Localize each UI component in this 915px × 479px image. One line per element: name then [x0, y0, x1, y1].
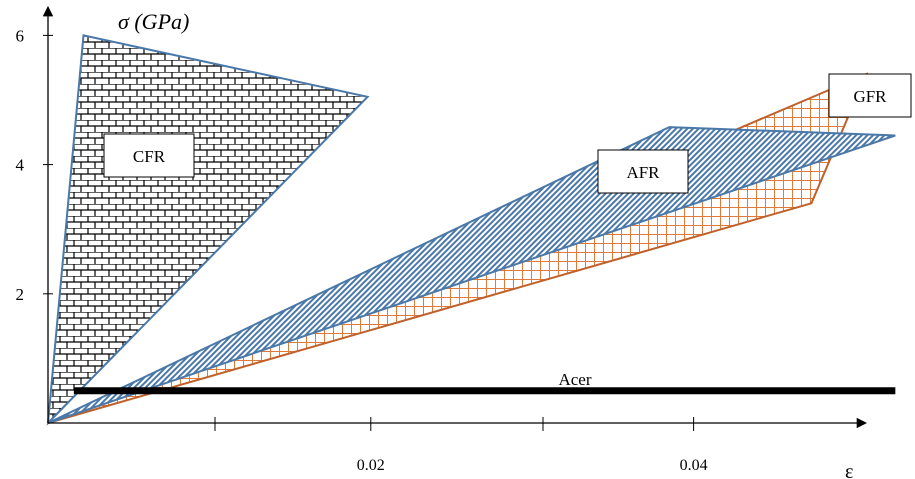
- x-axis-label: ε: [845, 461, 853, 479]
- y-tick-label: 2: [16, 285, 25, 304]
- series-label-afr-text: AFR: [626, 163, 660, 182]
- series-area-afr: [47, 126, 896, 424]
- series-area-cfr: [46, 34, 370, 426]
- series-label-gfr: GFR: [828, 73, 912, 118]
- series-label-cfr-text: CFR: [133, 147, 166, 166]
- ticks-layer: 0.02 0.04 2 4 6: [16, 26, 708, 474]
- series-label-gfr-text: GFR: [853, 87, 887, 106]
- x-tick-label: 0.02: [357, 457, 385, 474]
- y-tick-label: 4: [16, 156, 25, 175]
- x-tick-label: 0.04: [680, 457, 708, 474]
- series-label-cfr: CFR: [103, 133, 195, 178]
- series-label-afr: AFR: [597, 149, 689, 194]
- y-tick-label: 6: [16, 26, 25, 45]
- series-label-acer: Acer: [558, 370, 591, 389]
- x-axis-minor-ticks: [214, 417, 544, 431]
- series-layer: [46, 34, 896, 426]
- y-axis-label: σ (GPa): [118, 9, 189, 34]
